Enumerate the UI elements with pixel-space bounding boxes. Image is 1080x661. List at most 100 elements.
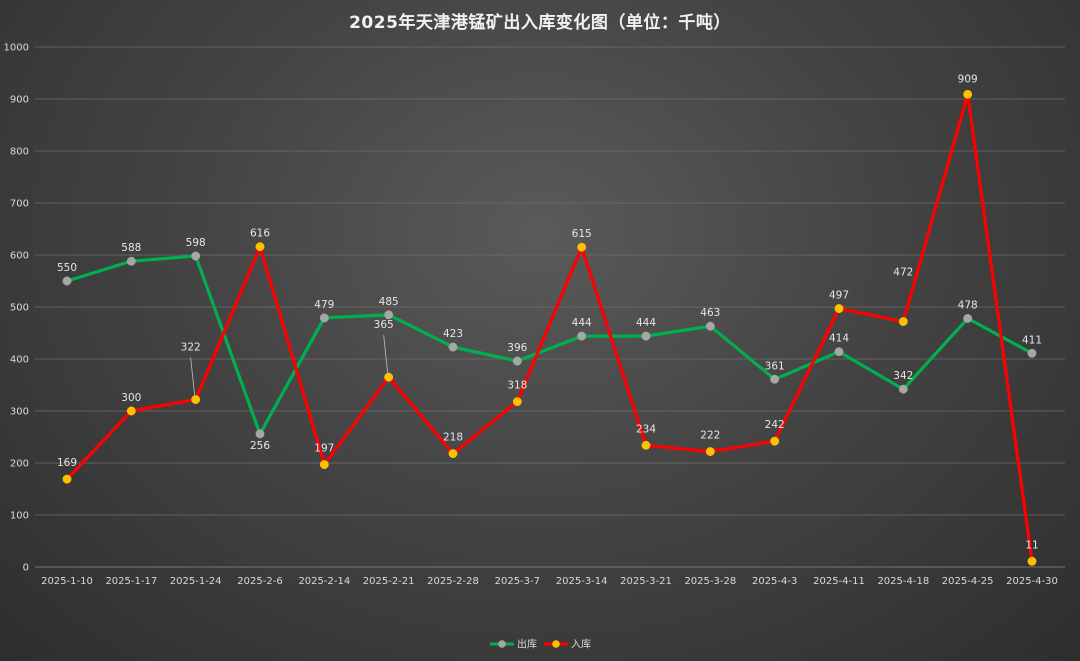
- series-1-point: [448, 342, 458, 352]
- series-1-point: [770, 374, 780, 384]
- series-2-data-label: 616: [250, 228, 270, 240]
- series-2-point: [126, 406, 136, 416]
- y-tick-label: 600: [10, 251, 29, 262]
- series-1-point: [255, 429, 265, 439]
- series-1-point: [384, 310, 394, 320]
- series-line-1: [65, 254, 1034, 436]
- series-1-point: [963, 313, 973, 323]
- series-1-data-label: 361: [765, 360, 785, 372]
- x-tick-label: 2025-3-28: [684, 576, 736, 587]
- series-2-point: [834, 304, 844, 314]
- x-tick-label: 2025-2-6: [237, 576, 282, 587]
- y-tick-label: 1000: [4, 43, 29, 54]
- y-tick-label: 400: [10, 355, 29, 366]
- legend-marker-2: [552, 640, 560, 648]
- series-2-data-label: 365: [374, 319, 394, 331]
- series-1-data-label: 598: [186, 237, 206, 249]
- series-2-data-label: 300: [121, 392, 141, 404]
- series-1-data-label: 550: [57, 262, 77, 274]
- x-tick-label: 2025-2-28: [427, 576, 479, 587]
- series-1-point: [126, 256, 136, 266]
- series-1-data-label: 256: [250, 440, 270, 452]
- x-tick-label: 2025-2-14: [298, 576, 350, 587]
- legend-label-2: 入库: [571, 638, 591, 651]
- x-tick-label: 2025-4-11: [813, 576, 865, 587]
- series-2-data-label: 909: [958, 73, 978, 85]
- x-tick-label: 2025-3-7: [495, 576, 540, 587]
- series-1-data-label: 423: [443, 328, 463, 340]
- series-1-data-label: 414: [829, 333, 849, 345]
- legend-marker-1: [498, 640, 506, 648]
- series-2-data-label: 218: [443, 432, 463, 444]
- x-tick-label: 2025-1-24: [170, 576, 222, 587]
- x-tick-label: 2025-1-17: [105, 576, 157, 587]
- series-2-data-label: 472: [893, 267, 913, 279]
- series-2-data-label: 11: [1025, 539, 1038, 551]
- series-2-point: [448, 449, 458, 459]
- series-1-data-label: 444: [572, 317, 592, 329]
- series-2-data-label: 242: [765, 419, 785, 431]
- leader-line: [383, 335, 389, 374]
- x-tick-label: 2025-2-21: [363, 576, 415, 587]
- y-tick-label: 900: [10, 95, 29, 106]
- series-2-data-label: 322: [181, 342, 201, 354]
- series-1-data-label: 588: [121, 242, 141, 254]
- x-tick-label: 2025-4-18: [877, 576, 929, 587]
- series-1-data-label: 411: [1022, 334, 1042, 346]
- series-2-point: [641, 440, 651, 450]
- x-tick-label: 2025-4-3: [752, 576, 797, 587]
- series-2-point: [963, 89, 973, 99]
- series-2-data-label: 615: [572, 228, 592, 240]
- series-1-point: [319, 313, 329, 323]
- series-1-point: [641, 331, 651, 341]
- x-tick-label: 2025-1-10: [41, 576, 93, 587]
- series-1-data-label: 342: [893, 370, 913, 382]
- series-2-data-label: 222: [700, 430, 720, 442]
- series-1-point: [1027, 348, 1037, 358]
- series-1-data-label: 463: [700, 307, 720, 319]
- y-tick-label: 0: [23, 563, 29, 574]
- series-2-point: [62, 474, 72, 484]
- series-2-data-label: 234: [636, 423, 656, 435]
- series-1-point: [191, 251, 201, 261]
- x-tick-label: 2025-3-14: [556, 576, 608, 587]
- y-tick-label: 300: [10, 407, 29, 418]
- series-1-data-label: 479: [314, 299, 334, 311]
- series-2-point: [512, 397, 522, 407]
- series-2-point: [255, 242, 265, 252]
- series-2-point: [705, 447, 715, 457]
- y-tick-label: 800: [10, 147, 29, 158]
- y-tick-label: 500: [10, 303, 29, 314]
- series-2-point: [770, 436, 780, 446]
- series-1-data-label: 485: [379, 296, 399, 308]
- series-1-data-label: 444: [636, 317, 656, 329]
- x-tick-label: 2025-3-21: [620, 576, 672, 587]
- series-1-point: [62, 276, 72, 286]
- series-1-point: [512, 356, 522, 366]
- leader-line: [190, 357, 196, 396]
- series-2-point: [319, 460, 329, 470]
- series-line-2: [65, 92, 1034, 563]
- series-1-data-label: 478: [958, 299, 978, 311]
- series-2-point: [1027, 556, 1037, 566]
- series-2-point: [191, 395, 201, 405]
- series-2-data-label: 169: [57, 457, 77, 469]
- x-tick-label: 2025-4-30: [1006, 576, 1058, 587]
- legend-label-1: 出库: [517, 638, 537, 651]
- series-2-data-label: 197: [314, 443, 334, 455]
- chart-title: 2025年天津港锰矿出入库变化图（单位：千吨）: [349, 13, 731, 33]
- series-1-point: [577, 331, 587, 341]
- series-1-point: [705, 321, 715, 331]
- series-2-data-label: 318: [507, 380, 527, 392]
- series-1-point: [834, 347, 844, 357]
- series-2-point: [898, 317, 908, 327]
- series-1-data-label: 396: [507, 342, 527, 354]
- x-tick-label: 2025-4-25: [942, 576, 994, 587]
- y-tick-label: 200: [10, 459, 29, 470]
- series-2-data-label: 497: [829, 290, 849, 302]
- y-tick-label: 100: [10, 511, 29, 522]
- series-2-point: [384, 372, 394, 382]
- series-2-point: [577, 242, 587, 252]
